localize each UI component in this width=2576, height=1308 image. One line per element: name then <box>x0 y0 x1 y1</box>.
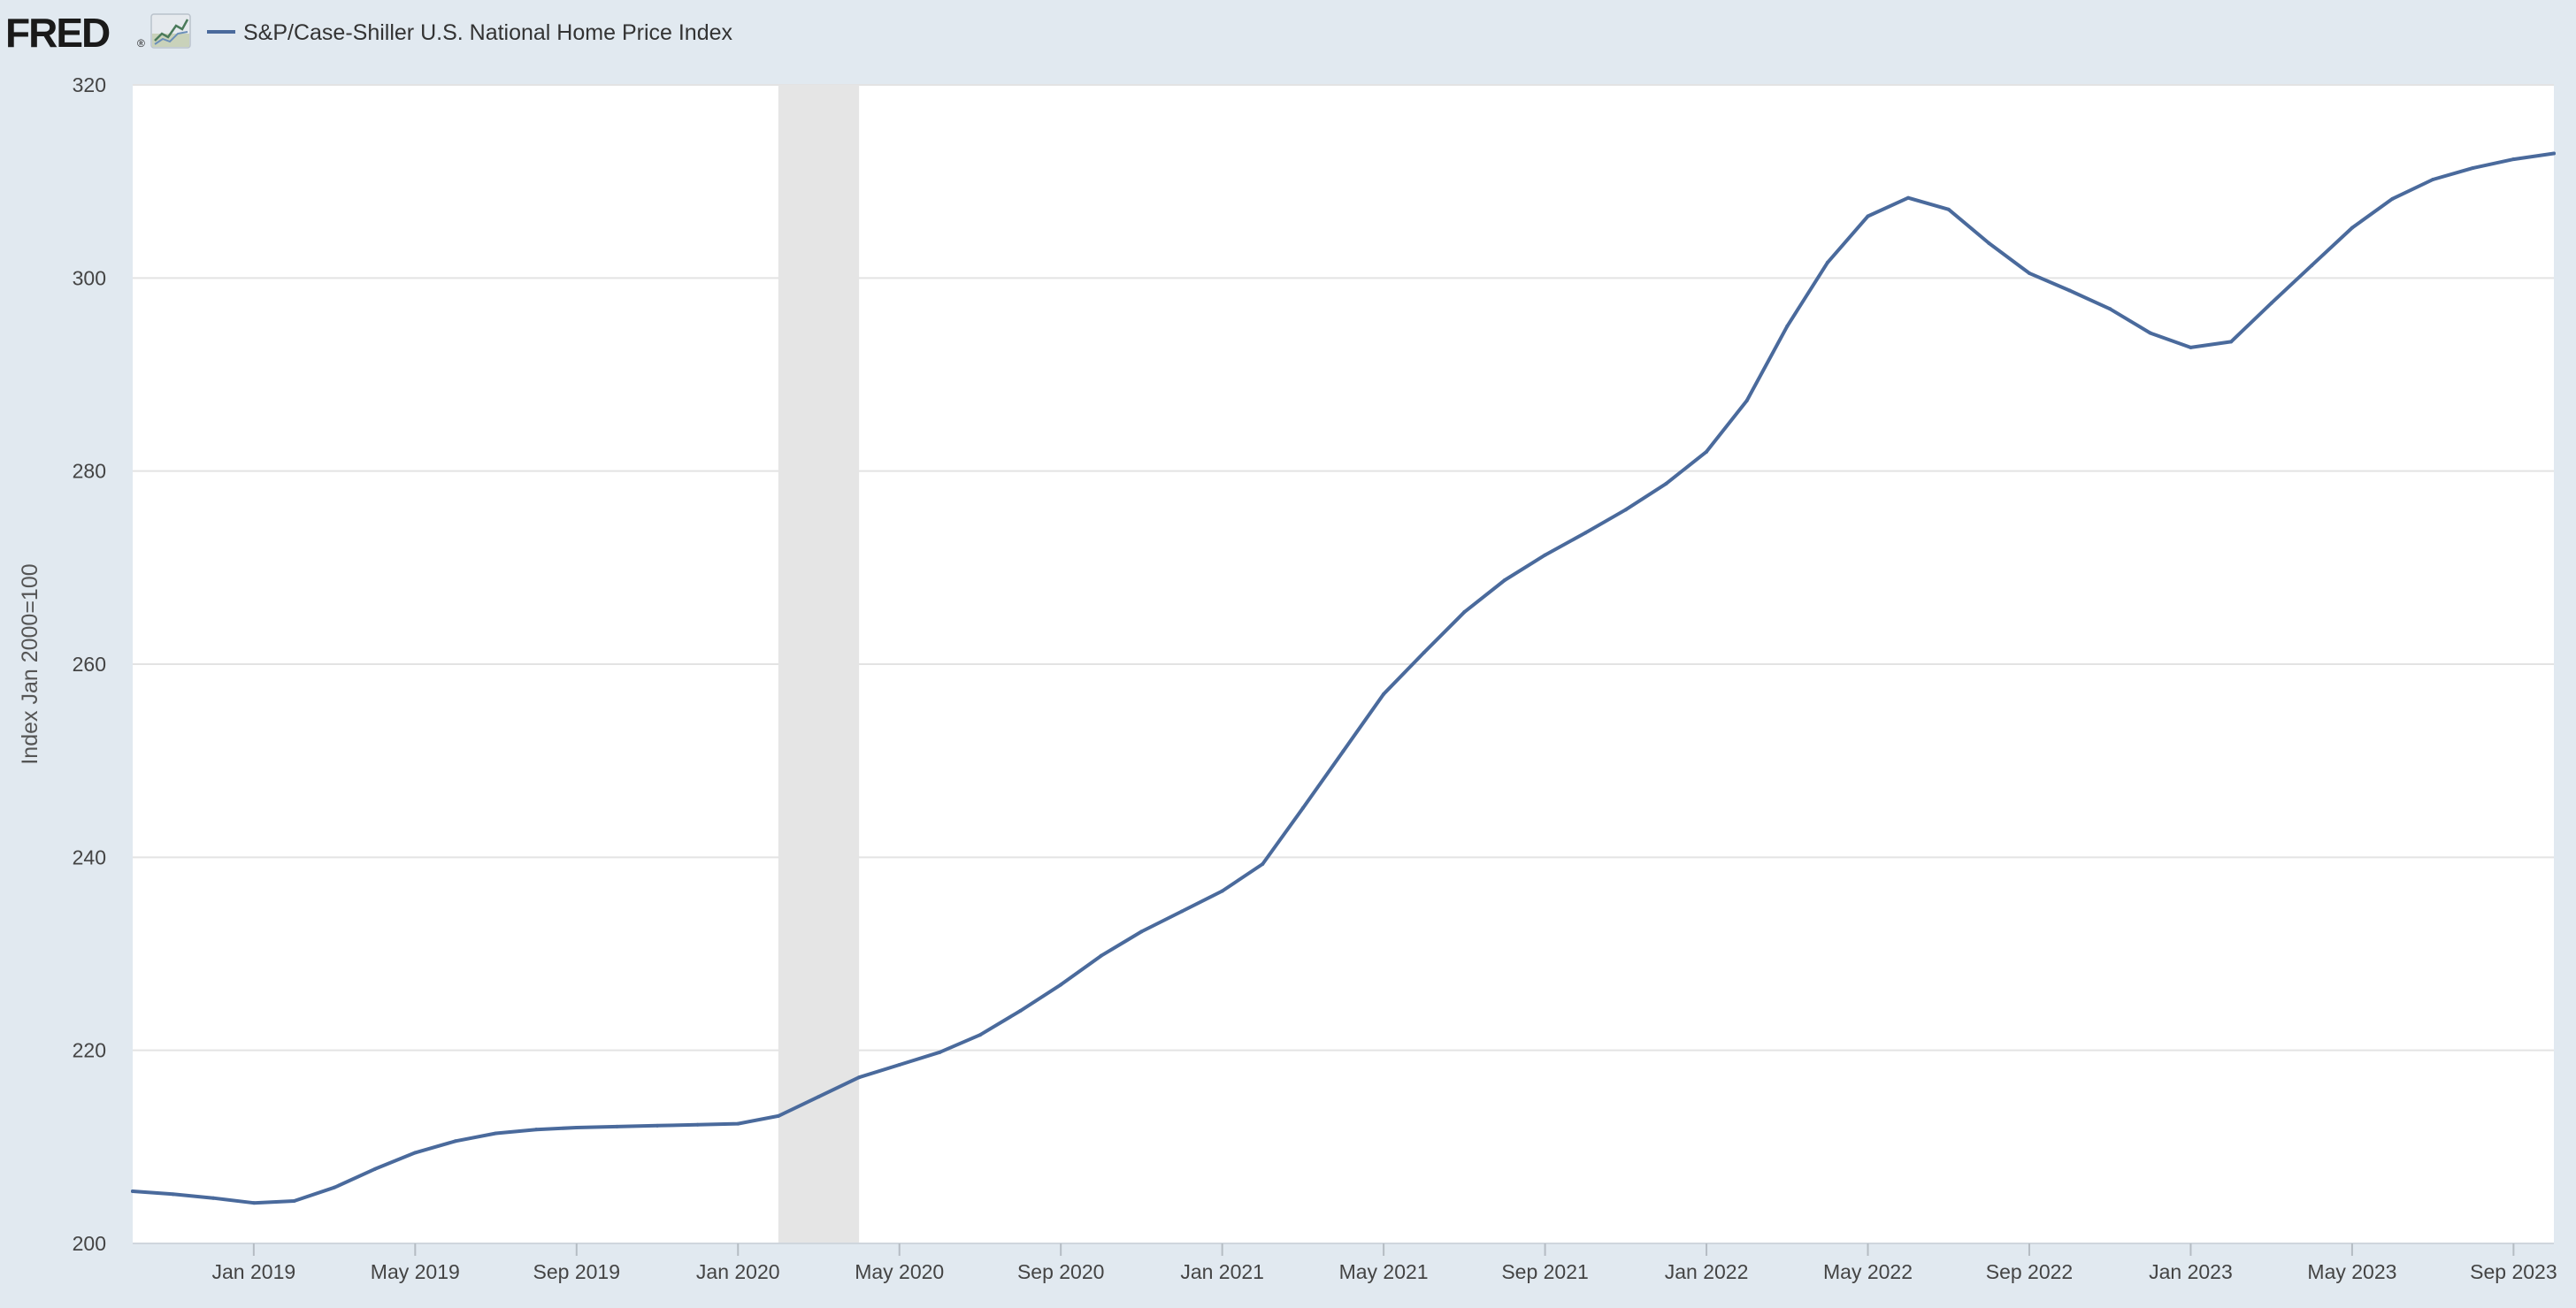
recession-band <box>778 85 860 1243</box>
x-tick-label: Sep 2021 <box>1501 1260 1588 1283</box>
data-point[interactable] <box>2552 151 2556 156</box>
data-point[interactable] <box>1180 909 1184 914</box>
y-axis-title: Index Jan 2000=100 <box>18 563 42 764</box>
data-point[interactable] <box>372 1166 377 1171</box>
data-point[interactable] <box>2269 301 2273 305</box>
data-point[interactable] <box>2471 165 2475 170</box>
y-tick-label: 200 <box>73 1232 106 1255</box>
data-point[interactable] <box>978 1033 982 1037</box>
gridlines <box>133 84 2554 1052</box>
data-point[interactable] <box>695 1122 700 1127</box>
data-point[interactable] <box>1623 508 1628 512</box>
data-point[interactable] <box>2431 177 2435 181</box>
y-tick-label: 240 <box>73 845 106 868</box>
data-point[interactable] <box>171 1192 175 1197</box>
data-point[interactable] <box>736 1121 740 1126</box>
x-tick-label: May 2022 <box>1823 1260 1913 1283</box>
data-point[interactable] <box>534 1128 539 1132</box>
y-tick-label: 220 <box>73 1039 106 1062</box>
data-point[interactable] <box>413 1151 418 1155</box>
x-tick-label: Sep 2023 <box>2470 1260 2557 1283</box>
x-tick-label: May 2019 <box>371 1260 460 1283</box>
data-point[interactable] <box>1583 531 1588 535</box>
data-point[interactable] <box>1300 806 1305 810</box>
data-point[interactable] <box>333 1185 337 1189</box>
fred-chart-icon <box>150 13 191 49</box>
data-point[interactable] <box>1059 983 1063 987</box>
data-point[interactable] <box>2390 196 2395 201</box>
data-point[interactable] <box>1341 749 1346 753</box>
data-point[interactable] <box>1018 1008 1023 1013</box>
recession-shading-layer <box>778 85 860 1243</box>
x-tick-label: Jan 2023 <box>2149 1260 2233 1283</box>
data-point[interactable] <box>1261 861 1265 866</box>
data-point[interactable] <box>494 1131 498 1136</box>
data-point[interactable] <box>2350 226 2354 230</box>
data-point[interactable] <box>1906 195 1911 200</box>
x-tick-label: Jan 2021 <box>1180 1260 1264 1283</box>
x-tick-label: Sep 2022 <box>1986 1260 2073 1283</box>
data-point[interactable] <box>1099 953 1103 958</box>
data-point[interactable] <box>1220 889 1224 893</box>
x-axis: Jan 2019 May 2019 Sep 2019 Jan 2020 May 2020… <box>133 1243 2557 1283</box>
data-point[interactable] <box>292 1198 296 1203</box>
data-point[interactable] <box>2108 307 2112 311</box>
data-point[interactable] <box>1462 610 1467 615</box>
y-axis: 200 220 240 260 280 300 320 <box>73 73 106 1255</box>
data-point[interactable] <box>211 1196 216 1200</box>
data-point[interactable] <box>938 1050 942 1054</box>
data-point[interactable] <box>1382 692 1386 696</box>
data-point[interactable] <box>2027 271 2031 275</box>
fred-logo[interactable]: FRED <box>5 10 111 56</box>
data-point[interactable] <box>251 1201 256 1205</box>
data-point[interactable] <box>1705 449 1709 454</box>
y-tick-label: 320 <box>73 73 106 96</box>
data-point[interactable] <box>1866 214 1870 218</box>
data-point[interactable] <box>776 1113 780 1118</box>
data-point[interactable] <box>816 1095 821 1099</box>
x-tick-label: May 2020 <box>855 1260 944 1283</box>
x-tick-label: May 2023 <box>2307 1260 2396 1283</box>
data-point[interactable] <box>1987 241 1991 246</box>
data-point[interactable] <box>2511 157 2516 162</box>
data-point[interactable] <box>1744 398 1749 402</box>
y-tick-label: 260 <box>73 653 106 676</box>
data-point[interactable] <box>1825 260 1829 264</box>
y-tick-label: 300 <box>73 266 106 289</box>
x-tick-label: Jan 2022 <box>1665 1260 1749 1283</box>
data-point[interactable] <box>1422 650 1426 654</box>
data-point[interactable] <box>656 1123 660 1128</box>
x-tick-label: Jan 2020 <box>696 1260 780 1283</box>
legend-label[interactable]: S&P/Case-Shiller U.S. National Home Pric… <box>243 20 733 45</box>
data-point[interactable] <box>574 1126 579 1129</box>
x-tick-label: Jan 2019 <box>212 1260 296 1283</box>
data-point[interactable] <box>2229 340 2234 344</box>
series-layer <box>131 151 2556 1205</box>
x-tick-label: Sep 2020 <box>1017 1260 1104 1283</box>
data-point[interactable] <box>897 1063 901 1067</box>
data-point[interactable] <box>2148 331 2152 335</box>
x-tick-label: May 2021 <box>1339 1260 1429 1283</box>
data-point[interactable] <box>1946 207 1951 211</box>
data-point[interactable] <box>2067 288 2072 293</box>
y-tick-label: 280 <box>73 460 106 483</box>
data-point[interactable] <box>2189 345 2193 349</box>
data-point[interactable] <box>857 1075 862 1080</box>
data-point[interactable] <box>1502 578 1506 583</box>
data-point[interactable] <box>1664 481 1668 486</box>
data-point[interactable] <box>1785 324 1790 328</box>
data-point[interactable] <box>615 1124 619 1128</box>
data-point[interactable] <box>1139 929 1144 934</box>
x-tick-label: Sep 2019 <box>533 1260 620 1283</box>
header: FRED ® S&P/Case-Shiller U.S. National Ho… <box>5 10 733 56</box>
fred-logo-registered: ® <box>137 37 145 50</box>
data-point[interactable] <box>1543 553 1547 557</box>
data-point[interactable] <box>131 1189 134 1194</box>
data-point[interactable] <box>2310 264 2314 268</box>
data-point[interactable] <box>453 1139 457 1144</box>
